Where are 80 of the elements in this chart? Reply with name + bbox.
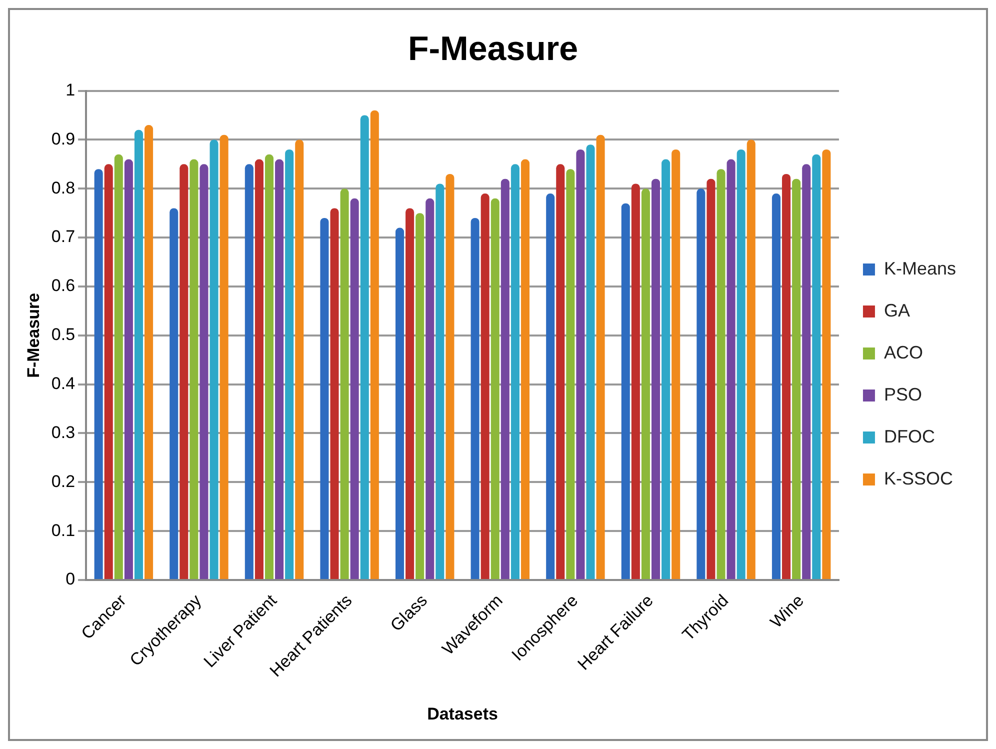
bar — [295, 140, 304, 580]
legend-label: DFOC — [884, 426, 935, 446]
x-axis-title: Datasets — [427, 704, 498, 724]
bar — [470, 218, 480, 580]
bar — [285, 150, 294, 580]
bar — [395, 228, 404, 580]
bar — [406, 208, 414, 580]
y-tick-label: 0.8 — [51, 178, 76, 198]
bar — [416, 213, 424, 580]
y-tick-label: 0.4 — [51, 374, 76, 394]
legend-label: PSO — [884, 384, 922, 404]
bar — [696, 188, 706, 580]
bar — [822, 150, 831, 580]
bar — [220, 134, 228, 580]
bar — [264, 154, 274, 580]
y-tick-label: 0.9 — [51, 129, 76, 148]
bar — [426, 198, 434, 580]
bar — [436, 184, 444, 580]
y-tick-label: 0.3 — [51, 422, 76, 442]
bar — [210, 140, 218, 580]
bar — [726, 159, 736, 580]
chart-title: F-Measure — [408, 30, 578, 68]
bar — [180, 164, 188, 580]
legend-label: GA — [884, 300, 910, 320]
bar — [746, 140, 756, 580]
y-tick-label: 0.7 — [51, 227, 76, 246]
bar — [330, 208, 339, 580]
bar — [556, 164, 565, 580]
bar — [566, 169, 575, 580]
bar — [812, 154, 821, 580]
bar — [254, 159, 264, 580]
bar — [480, 194, 490, 580]
y-tick-label: 0.5 — [51, 325, 76, 344]
bar — [510, 164, 520, 580]
bar — [275, 159, 284, 580]
bar — [802, 164, 811, 580]
bar — [706, 178, 716, 580]
bar — [114, 154, 123, 580]
y-tick-label: 1 — [66, 80, 76, 100]
bar — [144, 125, 154, 580]
bar — [641, 188, 650, 580]
bar — [190, 159, 198, 580]
bar — [134, 130, 144, 580]
bar — [662, 159, 670, 580]
bar — [500, 178, 510, 580]
bar — [782, 174, 791, 580]
bar — [340, 188, 349, 580]
bar — [520, 159, 530, 580]
y-tick-label: 0.2 — [51, 472, 76, 491]
bar — [631, 184, 640, 580]
bar — [124, 159, 133, 580]
bar — [94, 169, 103, 580]
bar — [490, 198, 500, 580]
legend-label: K-SSOC — [884, 468, 953, 488]
bar — [370, 110, 379, 580]
bar — [446, 174, 454, 580]
y-tick-label: 0 — [66, 570, 76, 589]
bar — [350, 198, 359, 580]
bar — [200, 164, 208, 580]
bar — [736, 150, 746, 580]
bar — [621, 203, 630, 580]
y-tick-label: 0.1 — [51, 520, 76, 540]
bar — [546, 194, 555, 580]
bar — [576, 150, 585, 580]
bar — [716, 169, 726, 580]
y-tick-label: 0.6 — [51, 276, 76, 296]
y-axis-title: F-Measure — [24, 292, 43, 378]
legend-label: K-Means — [884, 258, 956, 278]
bar — [104, 164, 113, 580]
bar — [792, 178, 801, 580]
bar — [170, 208, 178, 580]
bar — [596, 134, 605, 580]
bar — [360, 115, 369, 580]
bar — [320, 218, 329, 580]
bar — [772, 194, 780, 580]
bar — [244, 164, 254, 580]
legend-label: ACO — [884, 342, 923, 362]
bar — [586, 144, 595, 580]
bar — [672, 150, 680, 580]
bar — [651, 178, 660, 580]
